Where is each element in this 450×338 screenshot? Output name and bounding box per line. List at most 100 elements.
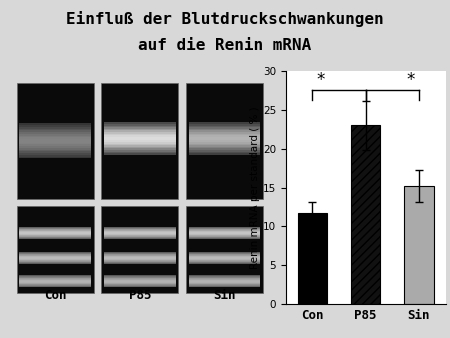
Bar [19, 258, 91, 259]
Bar [19, 232, 91, 233]
Bar [19, 150, 91, 151]
Bar [19, 134, 91, 136]
Bar [104, 148, 176, 150]
Bar [19, 231, 91, 232]
Bar [19, 276, 91, 277]
Bar [189, 134, 261, 135]
Bar [189, 234, 261, 235]
Bar [19, 275, 91, 276]
Bar [189, 153, 261, 155]
Bar [104, 275, 176, 276]
Bar [104, 262, 176, 263]
Text: P85: P85 [129, 289, 151, 302]
Bar [189, 259, 261, 260]
Bar [19, 228, 91, 229]
Bar [19, 132, 91, 134]
Bar [104, 228, 176, 229]
Bar [104, 235, 176, 236]
Bar [19, 238, 91, 239]
Bar [189, 228, 261, 229]
Bar [404, 186, 433, 304]
Bar [19, 141, 91, 143]
Bar [104, 129, 176, 130]
Bar [189, 253, 261, 254]
Bar [189, 275, 261, 276]
Bar [104, 256, 176, 257]
Bar [19, 278, 91, 279]
Bar [189, 286, 261, 287]
Text: auf die Renin mRNA: auf die Renin mRNA [139, 38, 311, 53]
Bar [189, 145, 261, 147]
Bar [186, 83, 263, 199]
Bar [298, 213, 327, 304]
Bar [19, 157, 91, 159]
Bar [19, 153, 91, 155]
Bar [189, 285, 261, 286]
Bar [19, 285, 91, 286]
Y-axis label: Renin mRNA per standard ( % ): Renin mRNA per standard ( % ) [250, 106, 260, 269]
Bar [104, 254, 176, 255]
Bar [19, 236, 91, 237]
Bar [19, 253, 91, 254]
Bar [104, 279, 176, 280]
Bar [101, 83, 178, 199]
Bar [104, 283, 176, 284]
Bar [19, 257, 91, 258]
Bar [104, 258, 176, 259]
Bar [189, 276, 261, 277]
Bar [19, 139, 91, 141]
Bar [189, 140, 261, 142]
Bar [19, 279, 91, 280]
Bar [104, 125, 176, 127]
Text: Sin: Sin [213, 289, 236, 302]
Bar [104, 238, 176, 239]
Bar [19, 255, 91, 256]
Bar [189, 129, 261, 130]
Bar [104, 134, 176, 135]
Bar [189, 148, 261, 150]
Bar [189, 283, 261, 284]
Bar [19, 283, 91, 284]
Bar [19, 277, 91, 278]
Bar [189, 125, 261, 127]
Bar [19, 280, 91, 281]
Bar [189, 262, 261, 263]
Bar [104, 233, 176, 234]
Bar [19, 282, 91, 283]
Bar [189, 232, 261, 233]
Bar [104, 255, 176, 256]
Bar [19, 284, 91, 285]
Bar [104, 127, 176, 129]
Bar [104, 135, 176, 137]
Bar [104, 152, 176, 153]
Bar [189, 258, 261, 259]
Bar [17, 83, 94, 199]
Text: Con: Con [44, 289, 67, 302]
Bar [19, 252, 91, 253]
Bar [104, 227, 176, 228]
Bar [104, 231, 176, 232]
Bar [104, 286, 176, 287]
Bar [104, 130, 176, 132]
Bar [189, 255, 261, 256]
Bar [104, 139, 176, 140]
Bar [104, 261, 176, 262]
Bar [189, 236, 261, 237]
Bar [19, 254, 91, 255]
Bar [104, 236, 176, 237]
Bar [189, 252, 261, 253]
Text: Einfluß der Blutdruckschwankungen: Einfluß der Blutdruckschwankungen [66, 11, 384, 27]
Bar [19, 146, 91, 148]
Bar [104, 137, 176, 139]
Bar [104, 124, 176, 125]
Bar [19, 227, 91, 228]
Bar [104, 144, 176, 145]
Bar [189, 257, 261, 258]
Bar [189, 284, 261, 285]
Text: *: * [407, 71, 415, 89]
Bar [189, 277, 261, 278]
Bar [104, 252, 176, 253]
Bar [104, 229, 176, 230]
Bar [19, 123, 91, 125]
Bar [19, 151, 91, 153]
